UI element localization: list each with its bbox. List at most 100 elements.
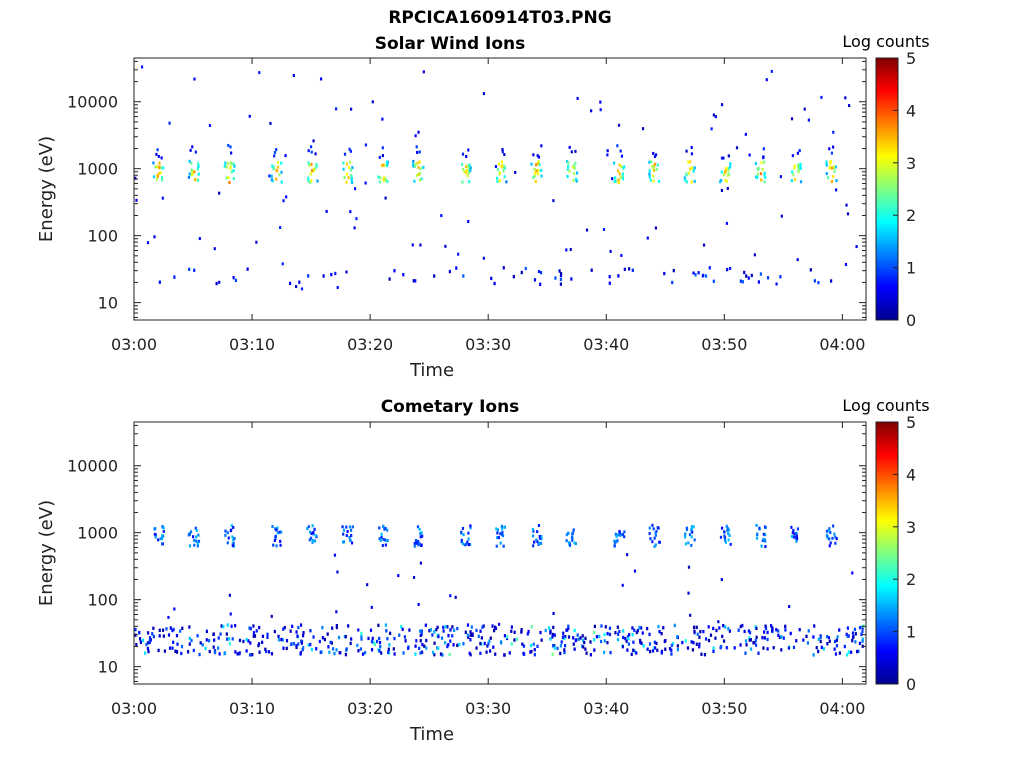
spectrogram-cell	[621, 177, 625, 181]
spectrogram-cell	[754, 175, 758, 179]
spectrogram-cell	[188, 544, 192, 548]
spectrogram-cell	[726, 528, 729, 532]
spectrogram-cell	[651, 540, 654, 544]
spectrogram-cell	[316, 179, 319, 183]
spectrogram-cell	[618, 533, 621, 537]
spectrogram-cell	[477, 634, 480, 638]
spectrogram-cell	[642, 644, 645, 648]
spectrogram-cell	[593, 624, 596, 629]
spectrogram-cell	[422, 70, 425, 74]
spectrogram-cell	[778, 635, 782, 640]
spectrogram-cell	[832, 175, 835, 179]
spectrogram-cell	[498, 179, 501, 183]
x-axis-label: Time	[409, 724, 454, 745]
spectrogram-cell	[861, 639, 864, 643]
spectrogram-cell	[628, 633, 631, 637]
spectrogram-cell	[670, 648, 673, 652]
spectrogram-cell	[383, 163, 386, 167]
spectrogram-cell	[698, 635, 701, 639]
spectrogram-cell	[189, 530, 193, 534]
x-axis-label: Time	[409, 360, 454, 381]
spectrogram-cell	[712, 113, 716, 117]
spectrogram-cell	[795, 536, 798, 540]
spectrogram-cell	[744, 651, 747, 655]
spectrogram-cell	[230, 162, 233, 166]
spectrogram-cell	[161, 542, 164, 546]
spectrogram-cell	[172, 640, 175, 645]
spectrogram-cell	[419, 532, 422, 536]
spectrogram-cell	[467, 531, 470, 535]
spectrogram-cell	[536, 154, 539, 158]
spectrogram-cell	[134, 627, 137, 632]
spectrogram-cell	[690, 528, 693, 532]
spectrogram-cell	[812, 635, 815, 639]
spectrogram-cell	[582, 645, 585, 649]
spectrogram-cell	[389, 631, 392, 636]
spectrogram-cell	[350, 181, 354, 185]
spectrogram-cell	[494, 626, 498, 630]
spectrogram-cell	[419, 243, 422, 247]
spectrogram-cell	[270, 174, 273, 178]
spectrogram-cell	[535, 538, 538, 542]
spectrogram-cell	[381, 154, 385, 158]
spectrogram-cell	[854, 640, 857, 644]
spectrogram-cell	[835, 188, 838, 192]
spectrogram-cell	[828, 529, 831, 533]
spectrogram-cell	[466, 623, 470, 627]
spectrogram-cell	[419, 633, 422, 638]
spectrogram-cell	[531, 534, 535, 538]
spectrogram-cell	[331, 626, 334, 630]
spectrogram-cell	[232, 538, 235, 542]
spectrogram-cell	[205, 629, 209, 634]
spectrogram-cell	[652, 168, 656, 172]
spectrogram-cell	[603, 650, 606, 655]
spectrogram-cell	[741, 623, 744, 628]
spectrogram-cell	[230, 170, 233, 174]
spectrogram-cell	[290, 642, 293, 646]
spectrogram-cell	[201, 643, 204, 647]
spectrogram-cell	[196, 544, 199, 548]
spectrogram-cell	[318, 639, 321, 644]
spectrogram-cell	[278, 173, 281, 177]
spectrogram-cell	[622, 629, 625, 633]
spectrogram-cell	[500, 532, 504, 536]
spectrogram-cell	[757, 651, 760, 655]
spectrogram-cell	[269, 121, 272, 125]
spectrogram-cell	[433, 653, 436, 657]
spectrogram-cell	[649, 178, 652, 182]
spectrogram-cell	[828, 147, 831, 151]
spectrogram-cell	[199, 641, 202, 645]
spectrogram-cell	[283, 625, 286, 630]
spectrogram-cell	[419, 651, 422, 655]
spectrogram-cell	[479, 629, 482, 633]
spectrogram-cell	[282, 627, 285, 631]
spectrogram-cell	[510, 642, 513, 646]
spectrogram-cell	[833, 170, 836, 174]
spectrogram-cell	[195, 528, 198, 532]
spectrogram-cell	[707, 638, 711, 643]
spectrogram-cell	[431, 633, 434, 637]
spectrogram-cell	[415, 173, 419, 177]
spectrogram-cell	[553, 646, 556, 650]
spectrogram-cell	[622, 166, 625, 170]
spectrogram-cell	[446, 625, 449, 629]
spectrogram-cell	[763, 160, 766, 164]
spectrogram-cell	[757, 167, 760, 171]
spectrogram-cell	[764, 545, 767, 549]
spectrogram-cell	[763, 180, 766, 184]
spectrogram-cell	[851, 571, 854, 575]
spectrogram-cell	[191, 145, 194, 149]
spectrogram-cell	[608, 275, 611, 279]
spectrogram-cell	[385, 160, 389, 164]
spectrogram-cell	[606, 153, 609, 157]
spectrogram-cell	[727, 528, 731, 532]
spectrogram-cell	[312, 169, 315, 173]
spectrogram-cell	[274, 527, 277, 531]
spectrogram-cell	[635, 630, 638, 635]
spectrogram-cell	[626, 553, 629, 557]
spectrogram-cell	[384, 623, 387, 627]
spectrogram-cell	[147, 649, 150, 654]
spectrogram-cell	[539, 630, 542, 635]
spectrogram-cell	[349, 528, 353, 532]
spectrogram-cell	[788, 605, 791, 609]
